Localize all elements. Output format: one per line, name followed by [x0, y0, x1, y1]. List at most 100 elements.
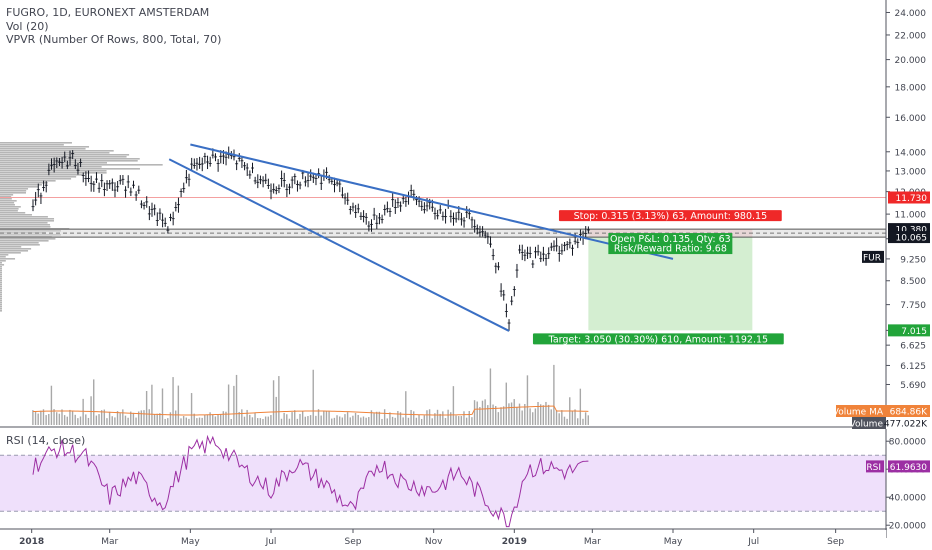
volume-bar	[405, 391, 407, 425]
vpvr-row	[0, 246, 22, 248]
volume-bar	[262, 418, 264, 425]
vpvr-row	[0, 182, 48, 184]
vpvr-study-label[interactable]: VPVR (Number Of Rows, 800, Total, 70)	[6, 33, 222, 46]
volume-bar	[344, 414, 346, 425]
vpvr-row	[0, 280, 2, 282]
volume-bar	[312, 369, 314, 425]
volume-bar	[439, 413, 441, 425]
volume-bar	[391, 416, 394, 425]
vpvr-row	[0, 300, 2, 302]
volume-bar	[119, 413, 121, 425]
vpvr-row	[0, 216, 48, 218]
volume-bar	[516, 407, 518, 425]
position-labels[interactable]: Stop: 0.315 (3.13%) 63, Amount: 980.15 Op…	[532, 210, 784, 345]
vpvr-row	[0, 170, 107, 172]
volume-bar	[354, 412, 357, 425]
vpvr-row	[0, 238, 56, 240]
vpvr-row	[0, 240, 49, 242]
volume-bar	[93, 379, 95, 425]
rsi-pane	[0, 434, 886, 528]
volume-bar	[243, 416, 246, 425]
volume-bar	[161, 388, 164, 425]
entry-upper-badge: 10.380	[896, 226, 928, 236]
vpvr-row	[0, 306, 2, 308]
vpvr-row	[0, 258, 16, 260]
volume-bar	[423, 415, 426, 425]
time-tick-label: Nov	[425, 537, 443, 547]
volume-bar	[383, 409, 386, 425]
volume-bar	[524, 403, 526, 425]
volume-bar	[492, 404, 494, 425]
volume-bar	[389, 412, 391, 425]
trend-line-lower[interactable]	[168, 158, 510, 332]
volume-bar	[397, 410, 399, 425]
trend-lines[interactable]	[168, 143, 674, 332]
volume-bar	[294, 410, 296, 425]
volume-bar	[71, 410, 74, 425]
volume-bar	[37, 413, 39, 425]
volume-bar	[341, 417, 344, 425]
volume-bar	[172, 377, 174, 425]
volume-bar	[431, 418, 433, 425]
volume-bar	[428, 409, 431, 425]
target-label-bg[interactable]	[532, 333, 784, 345]
vpvr-row	[0, 214, 32, 216]
volume-bar	[132, 412, 135, 425]
volume-bar	[256, 418, 259, 425]
volume-bar	[127, 417, 129, 425]
volume-bar	[338, 416, 341, 425]
vpvr-row	[0, 180, 56, 182]
volume-bar	[518, 403, 521, 425]
volume-bar	[45, 415, 47, 425]
volume-bar	[450, 412, 452, 425]
vpvr-row	[0, 174, 84, 176]
trend-line-upper[interactable]	[190, 143, 674, 260]
vpvr-row	[0, 160, 138, 162]
volume-bar	[227, 384, 230, 425]
rsi-tick-label: 80.0000	[889, 438, 926, 448]
vpvr-row	[0, 284, 2, 286]
stop-label-bg[interactable]	[558, 210, 782, 222]
volume-bar	[452, 386, 455, 425]
vpvr-row	[0, 222, 48, 224]
vpvr-row	[0, 296, 2, 298]
vpvr-row	[0, 202, 15, 204]
vpvr-row	[0, 146, 90, 148]
rr-label: Risk/Reward Ratio: 9.68	[614, 244, 727, 255]
volume-bar	[74, 414, 76, 425]
volume-bar	[182, 416, 185, 425]
volume-bar	[576, 418, 579, 425]
volume-bar	[264, 416, 267, 425]
volume-bar	[447, 409, 449, 425]
volume-bar	[87, 417, 90, 425]
price-tick-label: 13.000	[895, 167, 927, 177]
volume-bar	[77, 418, 79, 425]
volume-bar	[574, 409, 576, 425]
vpvr-row	[0, 192, 26, 194]
volume-bar	[471, 417, 473, 425]
vol-study-label[interactable]: Vol (20)	[6, 20, 49, 33]
volume-bar	[378, 411, 381, 425]
volume-bar	[143, 410, 145, 425]
volume-bar	[539, 404, 542, 425]
volume-bar	[130, 411, 132, 425]
pnl-label-bg[interactable]	[608, 233, 733, 255]
vpvr-row	[0, 196, 12, 198]
volume-bar	[225, 411, 227, 425]
volume-bar	[106, 418, 108, 425]
volume-bar	[299, 413, 301, 425]
volume-bar	[502, 406, 505, 425]
price-tick-label: 22.000	[895, 31, 927, 41]
vpvr-row	[0, 252, 21, 254]
volume-bar	[58, 413, 61, 425]
volume-bar	[346, 412, 349, 425]
volume-bar	[513, 399, 515, 425]
volume-bar	[209, 412, 211, 425]
volume-bar	[198, 417, 201, 425]
volume-bar	[532, 412, 534, 425]
rsi-study-label[interactable]: RSI (14, close)	[6, 434, 86, 447]
rsi-tick-label: 20.0000	[889, 522, 926, 532]
volume-bar	[394, 417, 396, 425]
rsi-line	[32, 434, 589, 528]
